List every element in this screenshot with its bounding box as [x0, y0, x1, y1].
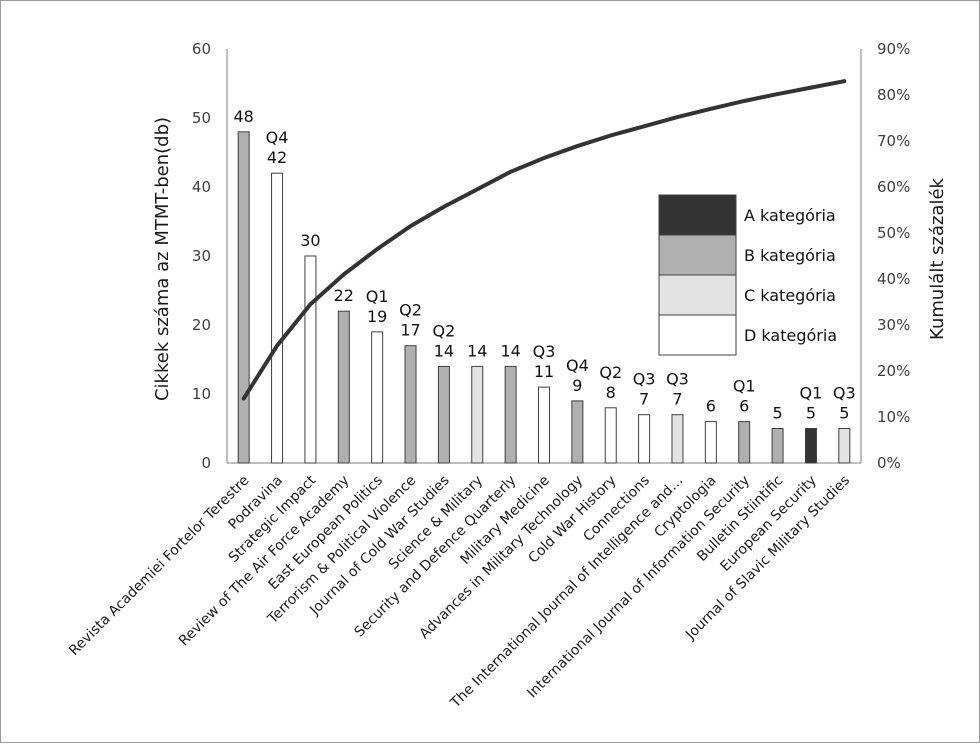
legend-label: B kategória	[744, 246, 836, 265]
quartile-label: Q1	[800, 384, 823, 403]
bar	[371, 331, 384, 464]
y2-tick-label: 40%	[877, 270, 910, 288]
bars	[237, 131, 851, 464]
y-tick-label: 10	[192, 385, 211, 403]
bar	[437, 365, 450, 464]
value-label: 9	[572, 376, 582, 395]
value-label: 30	[300, 231, 320, 250]
y-axis-title: Cikkek száma az MTMT-ben(db)	[152, 117, 173, 401]
bar	[771, 428, 784, 464]
quartile-label: Q4	[266, 128, 289, 147]
value-label: 22	[334, 286, 354, 305]
legend-label: C kategória	[744, 286, 836, 305]
y2-tick-label: 60%	[877, 178, 910, 196]
value-label: 14	[500, 341, 520, 360]
y2-tick-label: 10%	[877, 408, 910, 426]
bar	[704, 421, 717, 464]
quartile-label: Q3	[666, 370, 689, 389]
bar	[271, 172, 284, 464]
quartile-label: Q1	[366, 287, 389, 306]
y-tick-label: 40	[192, 178, 211, 196]
quartile-label: Q2	[599, 363, 622, 382]
legend: A kategória B kategória C kategória D kateg…	[658, 194, 837, 356]
value-label: 6	[739, 397, 749, 416]
quartile-label: Q1	[733, 377, 756, 396]
y-tick-label: 60	[192, 40, 211, 58]
bar	[571, 400, 584, 464]
bar	[471, 365, 484, 464]
legend-swatch	[658, 314, 737, 356]
y2-axis-title: Kumulált százalék	[927, 177, 948, 339]
y-tick-label: 30	[192, 247, 211, 265]
y2-tick-label: 20%	[877, 362, 910, 380]
bar	[804, 428, 817, 464]
value-label: 48	[234, 107, 254, 126]
y2-tick-label: 90%	[877, 40, 910, 58]
legend-swatch	[658, 274, 737, 316]
bar	[337, 310, 350, 464]
quartile-label: Q3	[833, 384, 856, 403]
y2-tick-label: 30%	[877, 316, 910, 334]
value-label: 14	[467, 341, 487, 360]
category-labels: Revista Academiei Fortelor TerestrePodra…	[66, 472, 853, 712]
legend-swatch	[658, 194, 737, 236]
quartile-label: Q3	[533, 342, 556, 361]
value-label: 5	[839, 404, 849, 423]
value-label: 7	[639, 390, 649, 409]
y2-tick-label: 80%	[877, 86, 910, 104]
bar	[504, 365, 517, 464]
y-tick-label: 20	[192, 316, 211, 334]
value-label: 19	[367, 307, 387, 326]
bar	[838, 428, 851, 464]
bar	[604, 407, 617, 464]
value-label: 8	[606, 383, 616, 402]
bar	[404, 345, 417, 464]
value-label: 6	[706, 397, 716, 416]
y2-tick-label: 0%	[877, 454, 901, 472]
value-label: 11	[534, 362, 554, 381]
y-tick-label: 0	[201, 454, 211, 472]
bar	[304, 255, 317, 464]
bar	[638, 414, 651, 464]
value-label: 5	[772, 404, 782, 423]
bar	[538, 386, 550, 464]
value-label: 14	[434, 341, 454, 360]
y2-tick-label: 50%	[877, 224, 910, 242]
quartile-label: Q2	[399, 301, 422, 320]
category-label: Revista Academiei Fortelor Terestre	[66, 473, 252, 659]
axes: 0 10 20 30 40 50 60 0% 10% 20% 30% 40% 50% 60% 70% 80% 9…	[192, 40, 910, 472]
legend-label: A kategória	[744, 206, 836, 225]
bar	[738, 421, 751, 464]
value-label: 5	[806, 404, 816, 423]
legend-label: D kategória	[744, 326, 837, 345]
value-label: 42	[267, 148, 287, 167]
quartile-label: Q4	[566, 356, 589, 375]
value-label: 17	[400, 321, 420, 340]
y-tick-label: 50	[192, 109, 211, 127]
legend-swatch	[658, 234, 737, 276]
cumulative-line-group	[241, 79, 847, 401]
quartile-label: Q3	[633, 370, 656, 389]
bar	[671, 414, 684, 464]
y2-tick-label: 70%	[877, 132, 910, 150]
quartile-label: Q2	[433, 321, 456, 340]
cumulative-percent-line	[241, 79, 847, 401]
value-label: 7	[672, 390, 682, 409]
bar	[237, 131, 250, 464]
